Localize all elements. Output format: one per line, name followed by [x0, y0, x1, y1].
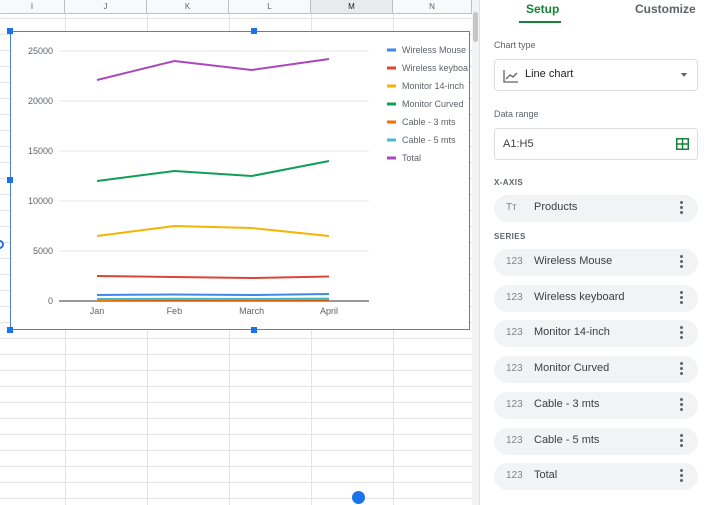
legend-label: Monitor 14-inch [402, 81, 464, 91]
number-type-icon: 123 [506, 435, 523, 446]
y-tick-label: 15000 [28, 146, 53, 156]
x-axis-item-label: Products [534, 201, 578, 213]
series-item-label: Total [534, 469, 558, 481]
line-chart-icon [503, 70, 518, 83]
series-item-cable-3-mts[interactable]: 123 Cable - 3 mts [494, 392, 698, 419]
series-item-label: Wireless Mouse [534, 255, 613, 267]
y-tick-label: 0 [48, 296, 53, 306]
resize-handle-top-left[interactable] [7, 28, 13, 34]
resize-handle-bottom-left[interactable] [7, 327, 13, 333]
legend-label: Total [402, 153, 421, 163]
number-type-icon: 123 [506, 399, 523, 410]
more-options-icon[interactable] [680, 362, 684, 377]
x-tick-label: April [320, 306, 338, 316]
more-options-icon[interactable] [680, 201, 684, 216]
series-line [96, 293, 330, 297]
chart-type-label: Chart type [494, 40, 536, 50]
tab-customize[interactable]: Customize [635, 2, 696, 16]
series-line [96, 224, 330, 237]
number-type-icon: 123 [506, 470, 523, 481]
more-options-icon[interactable] [680, 469, 684, 484]
series-item-label: Monitor Curved [534, 362, 610, 374]
chart-canvas: 0 5000 10000 15000 20000 25000 Jan Feb March Apri… [28, 45, 468, 316]
column-header-i[interactable]: I [0, 0, 65, 13]
more-options-icon[interactable] [680, 434, 684, 449]
more-options-icon[interactable] [680, 326, 684, 341]
series-item-wireless-mouse[interactable]: 123 Wireless Mouse [494, 249, 698, 276]
vertical-scrollbar[interactable] [472, 0, 479, 505]
chart-type-dropdown[interactable]: Line chart [494, 59, 698, 91]
tab-setup[interactable]: Setup [526, 2, 560, 16]
drag-handle-dot[interactable] [352, 491, 365, 504]
column-header-k[interactable]: K [147, 0, 229, 13]
x-tick-label: Jan [90, 306, 105, 316]
data-range-label: Data range [494, 109, 539, 119]
y-tick-label: 10000 [28, 196, 53, 206]
column-headers: I J K L M N [0, 0, 472, 14]
column-header-j[interactable]: J [65, 0, 147, 13]
data-range-field[interactable]: A1:H5 [494, 128, 698, 160]
number-type-icon: 123 [506, 327, 523, 338]
legend-label: Wireless Mouse [402, 45, 466, 55]
column-header-m[interactable]: M [311, 0, 393, 13]
x-axis-item-products[interactable]: Tт Products [494, 195, 698, 222]
y-tick-label: 25000 [28, 46, 53, 56]
legend-label: Cable - 3 mts [402, 117, 456, 127]
series-item-cable-5-mts[interactable]: 123 Cable - 5 mts [494, 428, 698, 455]
series-line [96, 160, 330, 182]
line-chart[interactable]: 0 5000 10000 15000 20000 25000 Jan Feb March Apri… [7, 28, 470, 333]
chart-editor-panel: Setup Customize Chart type Line chart Da… [479, 0, 711, 505]
series-item-total[interactable]: 123 Total [494, 463, 698, 490]
column-header-l[interactable]: L [229, 0, 311, 13]
chevron-down-icon [681, 73, 687, 77]
number-type-icon: 123 [506, 256, 523, 267]
series-section-label: SERIES [494, 232, 526, 241]
more-options-icon[interactable] [680, 255, 684, 270]
series-line [96, 275, 330, 280]
legend-label: Monitor Curved [402, 99, 464, 109]
series-item-label: Cable - 3 mts [534, 398, 600, 410]
resize-handle-left[interactable] [7, 177, 13, 183]
x-axis-section-label: X-AXIS [494, 178, 524, 187]
series-item-label: Wireless keyboard [534, 291, 625, 303]
number-type-icon: 123 [506, 363, 523, 374]
select-range-grid-icon[interactable] [676, 138, 689, 150]
x-tick-label: Feb [167, 306, 183, 316]
selection-handle[interactable] [0, 240, 4, 249]
series-item-wireless-keyboard[interactable]: 123 Wireless keyboard [494, 285, 698, 312]
column-header-n[interactable]: N [393, 0, 472, 13]
series-item-label: Cable - 5 mts [534, 434, 600, 446]
spreadsheet-area: I J K L M N 0 5000 10000 15000 20000 25000 Jan… [0, 0, 479, 505]
series-item-monitor-14-inch[interactable]: 123 Monitor 14-inch [494, 320, 698, 347]
number-type-icon: 123 [506, 292, 523, 303]
x-tick-label: March [239, 306, 264, 316]
series-line [96, 58, 330, 81]
y-tick-label: 20000 [28, 96, 53, 106]
resize-handle-top[interactable] [251, 28, 257, 34]
more-options-icon[interactable] [680, 291, 684, 306]
more-options-icon[interactable] [680, 398, 684, 413]
series-item-label: Monitor 14-inch [534, 326, 610, 338]
scrollbar-thumb[interactable] [473, 12, 478, 42]
legend-label: Cable - 5 mts [402, 135, 456, 145]
legend-label: Wireless keyboa [402, 63, 468, 73]
data-range-value: A1:H5 [503, 138, 534, 150]
series-item-monitor-curved[interactable]: 123 Monitor Curved [494, 356, 698, 383]
resize-handle-bottom[interactable] [251, 327, 257, 333]
y-tick-label: 5000 [33, 246, 53, 256]
chart-type-value: Line chart [525, 68, 574, 80]
text-type-icon: Tт [506, 202, 517, 213]
active-tab-indicator [519, 21, 561, 23]
